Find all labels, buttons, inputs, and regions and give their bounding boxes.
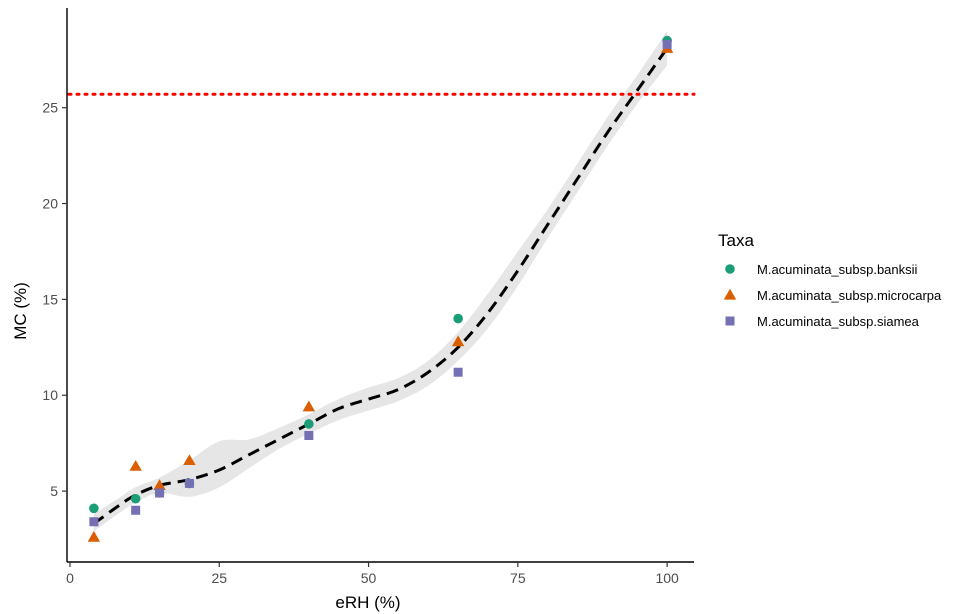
data-point-triangle xyxy=(129,459,142,471)
legend-marker-triangle xyxy=(723,288,737,300)
smooth-confidence-ribbon xyxy=(93,31,668,532)
data-point-square xyxy=(662,39,672,49)
legend-label: M.acuminata_subsp.banksii xyxy=(757,262,918,277)
data-point-triangle xyxy=(451,335,465,347)
x-tick-label: 50 xyxy=(361,570,377,586)
smooth-fit-line xyxy=(92,47,669,525)
data-point-square xyxy=(89,517,99,527)
data-point-triangle xyxy=(87,530,101,542)
legend-label: M.acuminata_subsp.microcarpa xyxy=(757,288,942,303)
data-point-square xyxy=(453,367,463,377)
legend-title: Taxa xyxy=(718,231,754,250)
legend-marker-square xyxy=(725,316,735,326)
y-axis-ticks: 5 10 15 20 25 xyxy=(42,100,67,499)
data-point-triangle xyxy=(153,479,166,490)
legend: Taxa M.acuminata_subsp.banksiiM.acuminat… xyxy=(718,231,942,329)
data-point-circle xyxy=(89,503,99,514)
data-point-square xyxy=(184,478,194,488)
x-tick-label: 25 xyxy=(211,570,227,586)
data-point-square xyxy=(304,430,314,440)
x-axis-title: eRH (%) xyxy=(335,593,400,612)
data-point-circle xyxy=(304,419,314,429)
data-point-square xyxy=(131,505,141,515)
data-points xyxy=(87,35,674,542)
y-axis-title: MC (%) xyxy=(11,282,30,340)
plot-area xyxy=(67,31,696,542)
legend-marker-circle xyxy=(725,264,735,274)
data-point-circle xyxy=(453,313,463,324)
data-point-square xyxy=(155,488,165,498)
legend-items: M.acuminata_subsp.banksii M.acuminata_sub… xyxy=(723,262,942,329)
data-point-circle xyxy=(130,493,141,504)
y-tick-label: 15 xyxy=(42,291,58,307)
x-axis-ticks: 0 25 50 75 100 xyxy=(66,562,679,586)
x-tick-label: 100 xyxy=(655,570,679,586)
legend-label: M.acuminata_subsp.siamea xyxy=(757,314,920,329)
x-tick-label: 0 xyxy=(66,570,74,586)
data-point-triangle xyxy=(302,400,316,412)
y-tick-label: 20 xyxy=(42,196,58,212)
x-tick-label: 75 xyxy=(510,570,526,586)
y-tick-label: 25 xyxy=(42,100,58,116)
data-point-triangle xyxy=(183,454,196,466)
y-tick-label: 10 xyxy=(42,387,58,403)
y-tick-label: 5 xyxy=(50,483,58,499)
